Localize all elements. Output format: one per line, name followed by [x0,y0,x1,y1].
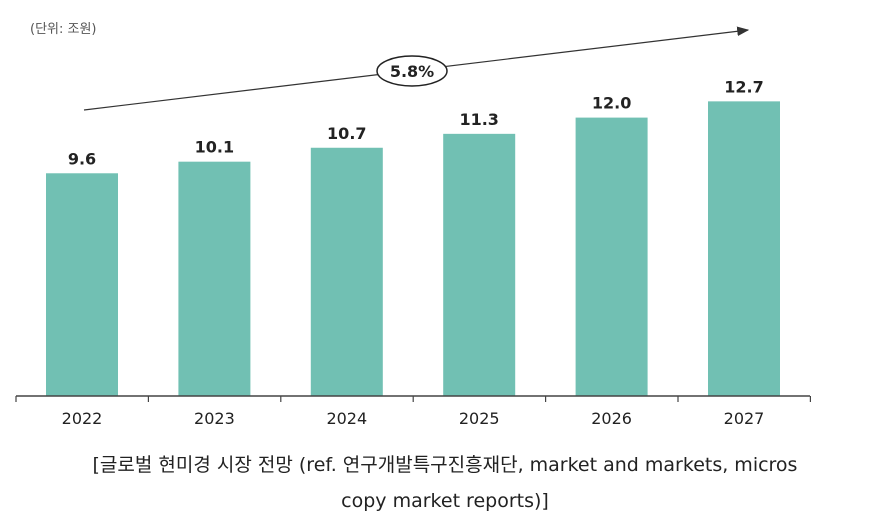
bar-2025 [443,133,516,396]
category-label-2025: 2025 [459,409,500,428]
value-label-2024: 10.7 [327,124,366,143]
growth-annotation: 5.8% [390,62,434,81]
caption-line-2: copy market reports)] [341,490,549,512]
caption-line-1: [글로벌 현미경 시장 전망 (ref. 연구개발특구진흥재단, market … [92,454,798,476]
bar-2022 [46,173,118,396]
bar-2026 [575,117,648,396]
value-label-2025: 11.3 [459,110,498,129]
value-label-2027: 12.7 [724,77,763,96]
value-label-2022: 9.6 [68,149,96,168]
growth-annotation-oval [376,55,448,87]
value-label-2026: 12.0 [592,94,631,113]
category-label-2027: 2027 [724,409,765,428]
bar-2024 [310,147,383,396]
category-label-2023: 2023 [194,409,235,428]
bar-2027 [708,101,780,397]
unit-label: (단위: 조원) [30,22,97,37]
category-label-2022: 2022 [62,409,103,428]
value-label-2023: 10.1 [195,138,234,157]
bar-2023 [178,161,251,396]
bar-chart: 9.6 10.1 10.7 11.3 12.0 12.7 2022 2023 2024 2025… [15,26,812,428]
category-label-2026: 2026 [591,409,632,428]
category-label-2024: 2024 [326,409,367,428]
